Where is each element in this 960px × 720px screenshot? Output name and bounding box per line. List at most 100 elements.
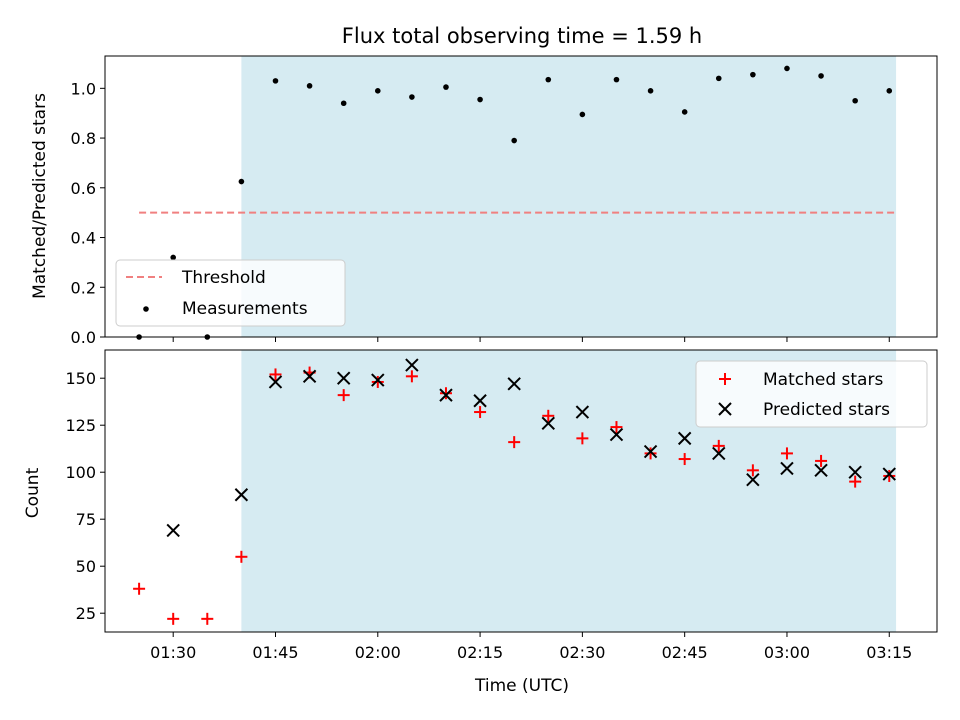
predicted-stars-point [439, 388, 453, 402]
matched-stars-point [508, 436, 521, 449]
legend-predicted-swatch [718, 402, 732, 416]
measurements-point [579, 111, 586, 118]
predicted-stars-point [643, 444, 658, 459]
measurements-point [477, 96, 483, 103]
measurements-point [409, 94, 415, 100]
count-y-tick-label: 100 [65, 463, 96, 482]
count-y-tick-label: 125 [65, 416, 96, 435]
count-x-tick-label: 03:15 [866, 643, 912, 662]
predicted-stars-point [268, 375, 283, 389]
measurements-point [306, 83, 313, 89]
matched-stars-point [542, 409, 555, 422]
count-y-tick-label: 75 [76, 510, 96, 529]
legend-predicted-label: Predicted stars [763, 400, 890, 420]
count-x-tick-label: 02:45 [662, 643, 708, 662]
count-x-tick-label: 01:30 [150, 643, 196, 662]
measurements-point [374, 88, 381, 94]
predicted-stars-point [507, 377, 521, 391]
predicted-stars-point [575, 405, 590, 419]
predicted-stars-point [166, 523, 180, 538]
legend-measurements-label: Measurements [182, 299, 308, 319]
matched-stars-point [405, 370, 418, 383]
ratio-panel: Flux total observing time = 1.59 h 0.0 0.… [30, 24, 938, 347]
count-legend: Matched stars Predicted stars [695, 360, 928, 428]
x-axis-label: Time (UTC) [474, 676, 569, 696]
predicted-stars-point [848, 465, 862, 479]
matched-stars-point [678, 453, 691, 466]
chart-title: Flux total observing time = 1.59 h [342, 24, 702, 48]
measurements-point [272, 78, 279, 84]
matched-stars-point [712, 439, 725, 452]
matched-stars-point [849, 475, 862, 488]
predicted-stars-point [473, 394, 487, 408]
legend-measurements-swatch [143, 306, 149, 312]
predicted-stars-point [780, 461, 794, 476]
count-x-tick-label: 01:45 [252, 643, 298, 662]
count-y-tick-label: 150 [65, 369, 96, 388]
ratio-observing-window [241, 56, 897, 337]
predicted-stars-point [541, 416, 555, 431]
ratio-y-tick-label: 0.6 [71, 179, 96, 198]
legend-matched-swatch [719, 373, 731, 385]
matched-stars-point [780, 447, 793, 460]
count-legend-box [695, 360, 928, 428]
matched-stars-point [269, 368, 282, 381]
matched-stars-point [371, 375, 384, 388]
measurements-point [340, 100, 347, 107]
top-y-axis-label: Matched/Predicted stars [30, 93, 50, 299]
matched-stars-point [610, 421, 623, 434]
ratio-plot-area: 0.0 0.2 0.4 0.6 0.8 1.0 [71, 55, 938, 347]
matched-stars-point [746, 464, 759, 477]
ratio-axes-frame [104, 55, 938, 338]
measurements-point [238, 178, 245, 185]
count-y-tick-label: 25 [76, 604, 96, 623]
measurements-point [715, 75, 722, 82]
predicted-stars-point [302, 369, 317, 384]
count-x-tick-label: 02:30 [559, 643, 605, 662]
matched-stars-point [235, 550, 248, 563]
bottom-y-axis-label: Count [23, 467, 43, 518]
matched-stars-point [201, 612, 214, 625]
count-y-tick-label: 50 [76, 557, 96, 576]
matched-stars-point [576, 432, 589, 445]
measurements-point [647, 88, 654, 94]
measurements-point [681, 109, 688, 115]
predicted-stars-point [405, 358, 419, 372]
predicted-stars-point [371, 373, 385, 387]
ratio-y-tick-label: 1.0 [71, 79, 96, 98]
predicted-stars-point [234, 488, 249, 502]
count-x-tick-label: 02:00 [355, 643, 401, 662]
measurements-point [511, 137, 517, 144]
ratio-y-tick-label: 0.0 [71, 328, 96, 347]
measurements-point [545, 76, 552, 83]
matched-stars-point [644, 447, 657, 460]
matched-stars-point [815, 454, 828, 467]
ratio-legend-box [115, 259, 346, 327]
measurements-point [443, 84, 449, 90]
count-panel: 25 50 75 100 125 150 01:30 01:45 02:00 02:15 02:30… [23, 349, 938, 696]
predicted-stars-point [677, 431, 692, 446]
matched-stars-point [167, 612, 180, 625]
matched-stars-point [133, 582, 146, 595]
count-x-tick-label: 02:15 [457, 643, 503, 662]
predicted-stars-point [882, 467, 896, 481]
measurements-point [852, 97, 858, 104]
legend-threshold-label: Threshold [181, 268, 266, 288]
measurements-point [784, 65, 790, 72]
predicted-stars-point [712, 446, 726, 461]
predicted-stars-point [336, 371, 351, 385]
predicted-stars-point [746, 473, 760, 487]
matched-stars-point [883, 469, 896, 482]
ratio-legend: Threshold Measurements [115, 259, 346, 327]
count-axes-frame [104, 349, 938, 633]
ratio-y-tick-label: 0.8 [71, 129, 96, 148]
matched-stars-point [337, 389, 350, 402]
measurements-point [886, 88, 893, 94]
matched-stars-point [439, 387, 452, 400]
matched-stars-point [474, 406, 487, 419]
measurements-point [818, 73, 824, 79]
measurements-point [750, 71, 756, 78]
measurements-point [613, 76, 620, 83]
predicted-stars-point [609, 427, 624, 442]
